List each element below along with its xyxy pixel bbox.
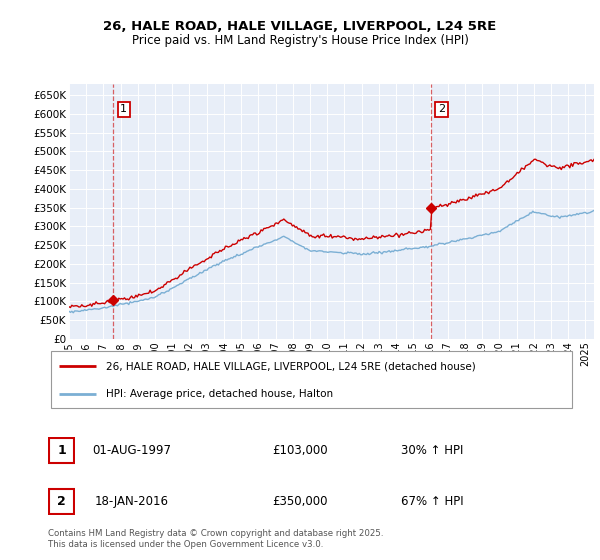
Text: 18-JAN-2016: 18-JAN-2016 bbox=[95, 494, 169, 508]
Text: 2: 2 bbox=[438, 105, 445, 114]
FancyBboxPatch shape bbox=[49, 488, 74, 514]
Text: 1: 1 bbox=[57, 444, 66, 458]
Text: 30% ↑ HPI: 30% ↑ HPI bbox=[401, 444, 463, 458]
Text: 26, HALE ROAD, HALE VILLAGE, LIVERPOOL, L24 5RE: 26, HALE ROAD, HALE VILLAGE, LIVERPOOL, … bbox=[103, 20, 497, 32]
FancyBboxPatch shape bbox=[49, 438, 74, 464]
Text: 1: 1 bbox=[120, 105, 127, 114]
Text: £103,000: £103,000 bbox=[272, 444, 328, 458]
Text: 2: 2 bbox=[57, 494, 66, 508]
FancyBboxPatch shape bbox=[50, 351, 572, 408]
Text: 01-AUG-1997: 01-AUG-1997 bbox=[92, 444, 172, 458]
Text: £350,000: £350,000 bbox=[272, 494, 328, 508]
Text: 67% ↑ HPI: 67% ↑ HPI bbox=[401, 494, 463, 508]
Text: HPI: Average price, detached house, Halton: HPI: Average price, detached house, Halt… bbox=[106, 389, 333, 399]
Text: Contains HM Land Registry data © Crown copyright and database right 2025.
This d: Contains HM Land Registry data © Crown c… bbox=[48, 529, 383, 549]
Text: 26, HALE ROAD, HALE VILLAGE, LIVERPOOL, L24 5RE (detached house): 26, HALE ROAD, HALE VILLAGE, LIVERPOOL, … bbox=[106, 361, 476, 371]
Text: Price paid vs. HM Land Registry's House Price Index (HPI): Price paid vs. HM Land Registry's House … bbox=[131, 34, 469, 46]
